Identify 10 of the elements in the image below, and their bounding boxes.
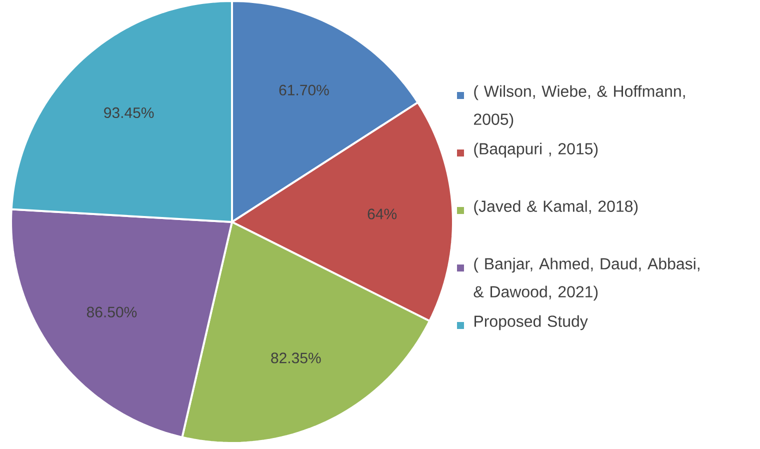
data-label: 86.50% (86, 306, 137, 318)
data-label: 82.35% (271, 352, 321, 364)
data-label: 61.70% (279, 84, 329, 96)
data-label: 93.45% (104, 107, 154, 118)
data-label: 64% (368, 208, 397, 220)
legend-label: (Baqapuri , 2015) (474, 142, 598, 158)
legend-label: Proposed Study (474, 315, 588, 330)
legend-label: ( Banjar, Ahmed, Daud, Abbasi, & Dawood, 2021) (474, 258, 700, 301)
legend-label: ( Wilson, Wiebe, & Hoffmann, 2005) (474, 85, 685, 128)
legend-label: (Javed & Kamal, 2018) (474, 200, 638, 216)
